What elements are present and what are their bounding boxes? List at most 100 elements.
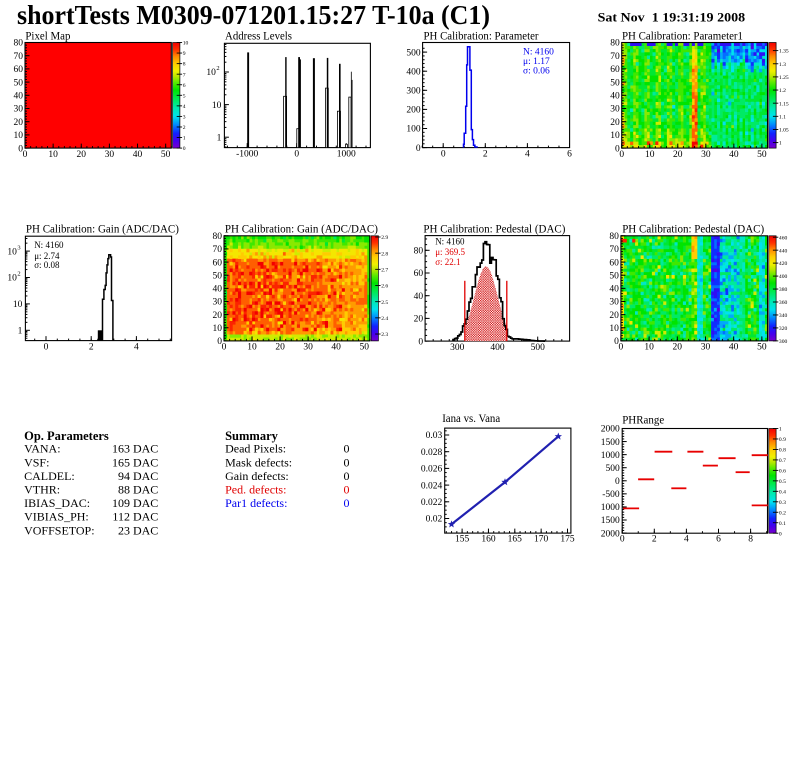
svg-text:Op. Parameters: Op. Parameters	[24, 429, 109, 443]
svg-text:30: 30	[303, 343, 313, 353]
svg-text:0: 0	[619, 343, 624, 353]
svg-text:340: 340	[779, 313, 788, 319]
svg-text:80: 80	[610, 39, 620, 49]
svg-text:2.4: 2.4	[381, 316, 388, 322]
svg-text:PH Calibration: Parameter: PH Calibration: Parameter	[424, 31, 539, 43]
svg-text:440: 440	[779, 248, 788, 254]
svg-text:20: 20	[213, 311, 223, 321]
svg-text:0.022: 0.022	[421, 498, 443, 508]
svg-text:10: 10	[206, 68, 216, 78]
svg-text:40: 40	[610, 92, 620, 102]
svg-text:Gain defects:: Gain defects:	[225, 469, 289, 483]
svg-text:50: 50	[609, 271, 619, 281]
svg-text:300: 300	[779, 339, 788, 345]
svg-text:0: 0	[344, 469, 350, 483]
svg-text:0.02: 0.02	[426, 515, 443, 525]
svg-text:40: 40	[331, 343, 341, 353]
svg-text:0: 0	[183, 146, 186, 152]
svg-text:50: 50	[757, 150, 767, 160]
svg-text:μ: 369.5: μ: 369.5	[435, 247, 465, 257]
svg-text:VIBIAS_PH:: VIBIAS_PH:	[24, 510, 89, 524]
svg-text:4: 4	[134, 342, 139, 352]
svg-text:500: 500	[531, 343, 546, 353]
svg-text:0: 0	[344, 496, 350, 510]
svg-text:Iana vs. Vana: Iana vs. Vana	[442, 413, 500, 425]
svg-text:70: 70	[14, 52, 24, 62]
svg-text:0: 0	[344, 483, 350, 497]
svg-text:1.05: 1.05	[779, 128, 789, 134]
svg-text:0.5: 0.5	[779, 479, 786, 485]
svg-text:1.35: 1.35	[779, 49, 789, 55]
svg-text:60: 60	[213, 258, 223, 268]
svg-text:1: 1	[183, 136, 186, 142]
svg-text:4: 4	[684, 535, 689, 545]
svg-text:0.024: 0.024	[421, 481, 443, 491]
svg-text:20: 20	[610, 118, 620, 128]
svg-text:420: 420	[779, 261, 788, 267]
svg-text:Address Levels: Address Levels	[225, 31, 292, 43]
svg-text:30: 30	[701, 150, 711, 160]
svg-text:1.2: 1.2	[779, 88, 786, 94]
svg-text:0: 0	[344, 442, 350, 456]
svg-text:10: 10	[644, 343, 654, 353]
svg-text:10: 10	[13, 300, 23, 310]
svg-text:50: 50	[14, 78, 24, 88]
svg-text:10: 10	[213, 324, 223, 334]
svg-text:30: 30	[213, 298, 223, 308]
svg-text:30: 30	[701, 343, 711, 353]
svg-text:300: 300	[406, 87, 421, 97]
svg-text:20: 20	[275, 343, 285, 353]
svg-text:163 DAC: 163 DAC	[112, 442, 158, 456]
svg-text:50: 50	[610, 78, 620, 88]
svg-text:-1000: -1000	[236, 149, 258, 159]
svg-text:1000: 1000	[601, 503, 620, 513]
svg-text:80: 80	[213, 232, 223, 242]
svg-text:2.7: 2.7	[381, 267, 388, 273]
svg-text:8: 8	[183, 62, 186, 68]
svg-text:1: 1	[18, 327, 23, 337]
svg-text:0: 0	[779, 531, 782, 537]
svg-text:PH Calibration: Gain (ADC/DAC): PH Calibration: Gain (ADC/DAC)	[26, 224, 179, 236]
svg-text:2: 2	[483, 149, 488, 159]
svg-text:40: 40	[729, 150, 739, 160]
svg-text:170: 170	[534, 534, 549, 544]
svg-text:0: 0	[217, 337, 222, 347]
svg-text:50: 50	[359, 343, 369, 353]
svg-text:60: 60	[610, 65, 620, 75]
svg-text:10: 10	[645, 150, 655, 160]
svg-text:VANA:: VANA:	[24, 442, 60, 456]
svg-text:6: 6	[183, 83, 186, 89]
svg-text:1.1: 1.1	[779, 114, 786, 120]
svg-text:Pixel Map: Pixel Map	[25, 31, 70, 43]
svg-text:20: 20	[414, 315, 424, 325]
svg-text:30: 30	[610, 105, 620, 115]
svg-text:N: 4160: N: 4160	[34, 240, 64, 250]
svg-text:10: 10	[183, 41, 189, 47]
svg-text:500: 500	[406, 48, 421, 58]
svg-text:2: 2	[183, 125, 186, 131]
svg-text:0.026: 0.026	[421, 465, 443, 475]
svg-text:88 DAC: 88 DAC	[118, 483, 158, 497]
svg-text:0: 0	[23, 150, 28, 160]
svg-text:2.8: 2.8	[381, 251, 388, 257]
svg-text:0.8: 0.8	[779, 448, 786, 454]
svg-text:σ: 0.08: σ: 0.08	[34, 260, 60, 270]
svg-text:155: 155	[455, 534, 470, 544]
svg-text:9: 9	[183, 51, 186, 57]
svg-text:0: 0	[619, 150, 624, 160]
svg-text:0.9: 0.9	[779, 437, 786, 443]
svg-text:σ: 0.06: σ: 0.06	[523, 66, 550, 76]
svg-text:20: 20	[77, 150, 87, 160]
svg-text:60: 60	[609, 258, 619, 268]
svg-text:0: 0	[620, 535, 625, 545]
svg-text:109 DAC: 109 DAC	[112, 496, 158, 510]
svg-text:2000: 2000	[601, 529, 620, 539]
svg-text:PH Calibration: Pedestal (DAC): PH Calibration: Pedestal (DAC)	[622, 224, 764, 236]
svg-text:1: 1	[779, 141, 782, 147]
svg-text:Par1 defects:: Par1 defects:	[225, 496, 287, 510]
svg-text:40: 40	[609, 285, 619, 295]
svg-text:Dead Pixels:: Dead Pixels:	[225, 442, 286, 456]
svg-text:0: 0	[441, 149, 446, 159]
svg-text:80: 80	[609, 232, 619, 242]
svg-text:5: 5	[183, 93, 186, 99]
